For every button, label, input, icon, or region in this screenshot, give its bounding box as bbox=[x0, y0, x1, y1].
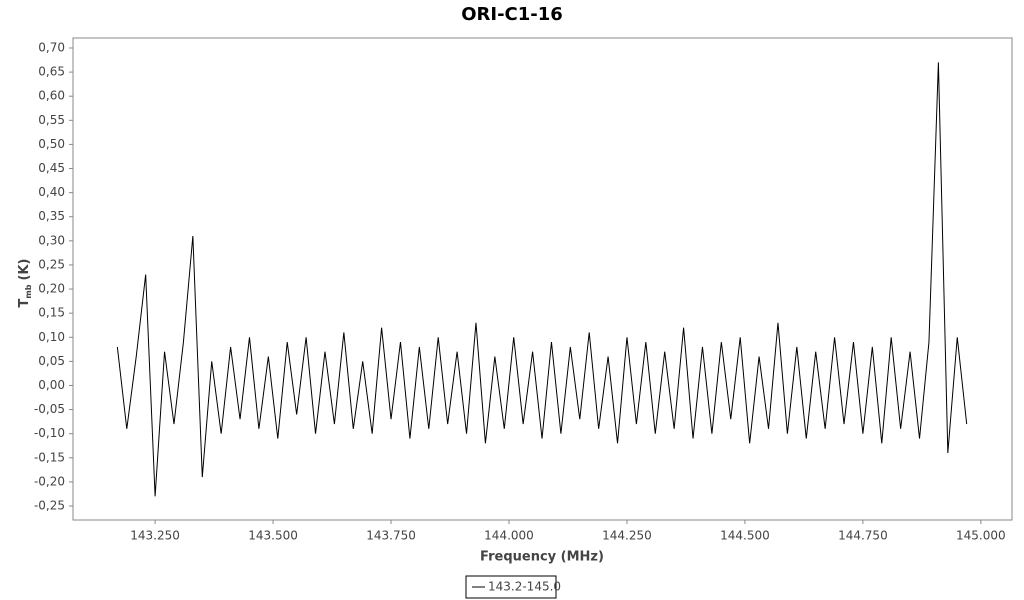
y-tick-label: 0,30 bbox=[38, 233, 65, 247]
y-tick-label: -0,20 bbox=[34, 474, 65, 488]
x-tick-label: 143.500 bbox=[248, 529, 298, 543]
chart-title: ORI-C1-16 bbox=[461, 4, 563, 25]
y-axis-label: Tmb (K) bbox=[17, 259, 33, 308]
y-label-sub: mb bbox=[24, 284, 33, 298]
x-tick-label: 143.750 bbox=[366, 529, 416, 543]
y-tick-label: 0,40 bbox=[38, 185, 65, 199]
x-tick-label: 144.250 bbox=[602, 529, 652, 543]
x-tick-label: 144.500 bbox=[720, 529, 770, 543]
y-tick-label: -0,15 bbox=[34, 450, 65, 464]
y-tick-label: 0,50 bbox=[38, 137, 65, 151]
x-tick-label: 145.000 bbox=[956, 529, 1006, 543]
plot-frame bbox=[72, 37, 1013, 521]
legend-box bbox=[465, 575, 557, 599]
x-tick-label: 144.000 bbox=[484, 529, 534, 543]
y-tick-label: 0,15 bbox=[38, 306, 65, 320]
x-axis-label: Frequency (MHz) bbox=[480, 550, 604, 565]
y-tick-label: 0,55 bbox=[38, 113, 65, 127]
x-tick-label: 144.750 bbox=[838, 529, 888, 543]
y-axis-label-text: Tmb (K) bbox=[17, 259, 33, 308]
y-tick-label: -0,25 bbox=[34, 499, 65, 513]
y-tick-label: 0,65 bbox=[38, 65, 65, 79]
y-tick-label: 0,60 bbox=[38, 89, 65, 103]
y-label-unit: (K) bbox=[17, 259, 32, 281]
y-tick-label: 0,10 bbox=[38, 330, 65, 344]
y-tick-label: -0,10 bbox=[34, 426, 65, 440]
y-tick-label: 0,35 bbox=[38, 209, 65, 223]
spectrum-line bbox=[116, 62, 968, 497]
y-tick-label: 0,00 bbox=[38, 378, 65, 392]
legend-label: 143.2-145.0 bbox=[488, 580, 561, 594]
y-tick-label: 0,25 bbox=[38, 257, 65, 271]
x-tick-label: 143.250 bbox=[130, 529, 180, 543]
y-tick-label: 0,70 bbox=[38, 40, 65, 54]
y-tick-label: 0,20 bbox=[38, 282, 65, 296]
y-tick-label: 0,45 bbox=[38, 161, 65, 175]
y-label-main: T bbox=[17, 298, 32, 307]
y-tick-label: 0,05 bbox=[38, 354, 65, 368]
y-tick-label: -0,05 bbox=[34, 402, 65, 416]
